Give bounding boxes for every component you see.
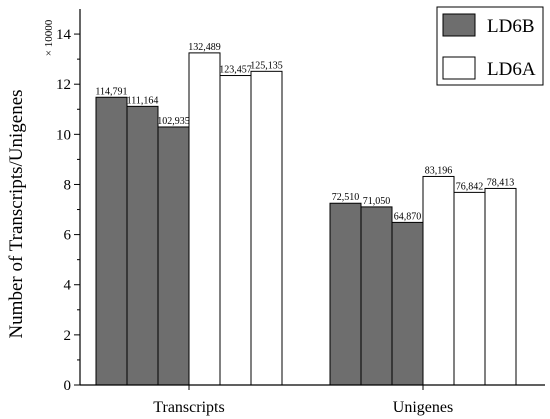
data-label-ld6a-unigenes-2: 76,842 bbox=[456, 181, 484, 192]
y-tick-label-2: 2 bbox=[64, 328, 72, 344]
bar-ld6b-transcripts-3 bbox=[157, 126, 190, 386]
bar-ld6b-unigenes-1 bbox=[329, 202, 362, 386]
data-label-ld6a-unigenes-1: 83,196 bbox=[425, 165, 453, 176]
bar-ld6b-unigenes-2 bbox=[360, 206, 393, 386]
data-label-ld6b-transcripts-3: 102,935 bbox=[157, 116, 190, 127]
data-label-ld6b-unigenes-1: 72,510 bbox=[332, 192, 360, 203]
legend-box bbox=[436, 6, 544, 86]
y-tick-label-14: 14 bbox=[56, 27, 72, 43]
data-label-ld6b-unigenes-2: 71,050 bbox=[363, 196, 391, 207]
bar-ld6b-unigenes-3 bbox=[391, 221, 424, 386]
bar-ld6a-transcripts-2 bbox=[219, 75, 252, 386]
data-label-ld6b-transcripts-1: 114,791 bbox=[95, 86, 127, 97]
axes-layer: Transcripts Unigenes 0 2 4 6 8 10 12 14 bbox=[56, 9, 545, 416]
category-label-unigenes: Unigenes bbox=[393, 399, 453, 416]
y-tick-label-8: 8 bbox=[64, 177, 72, 193]
category-label-transcripts: Transcripts bbox=[153, 399, 224, 416]
legend-swatch-ld6b bbox=[442, 13, 476, 37]
bar-ld6a-unigenes-2 bbox=[453, 191, 486, 386]
legend-swatch-ld6a bbox=[442, 56, 476, 80]
bar-ld6b-transcripts-1 bbox=[95, 96, 128, 386]
y-tick-label-12: 12 bbox=[56, 77, 71, 93]
bar-ld6a-transcripts-1 bbox=[188, 52, 221, 386]
legend-label-ld6b: LD6B bbox=[487, 16, 535, 37]
data-label-ld6a-unigenes-3: 78,413 bbox=[487, 177, 515, 188]
y-axis-label: Number of Transcripts/Unigenes bbox=[6, 89, 27, 338]
y-tick-label-0: 0 bbox=[64, 378, 72, 394]
y-tick-label-10: 10 bbox=[56, 127, 71, 143]
y-tick-label-6: 6 bbox=[64, 228, 72, 244]
legend: LD6B LD6A bbox=[436, 6, 544, 86]
data-label-ld6a-transcripts-1: 132,489 bbox=[188, 42, 221, 53]
bar-ld6b-transcripts-2 bbox=[126, 105, 159, 386]
bar-ld6a-transcripts-3 bbox=[250, 70, 283, 386]
bar-ld6a-unigenes-3 bbox=[484, 187, 517, 386]
data-label-ld6a-transcripts-2: 123,457 bbox=[219, 65, 252, 76]
data-label-ld6a-transcripts-3: 125,135 bbox=[250, 60, 283, 71]
data-label-ld6b-unigenes-3: 64,870 bbox=[394, 211, 422, 222]
legend-label-ld6a: LD6A bbox=[487, 59, 536, 80]
bar-ld6a-unigenes-1 bbox=[422, 175, 455, 386]
y-tick-label-4: 4 bbox=[64, 278, 72, 294]
data-label-ld6b-transcripts-2: 111,164 bbox=[127, 95, 159, 106]
y-multiplier-label: × 10000 bbox=[43, 19, 55, 56]
